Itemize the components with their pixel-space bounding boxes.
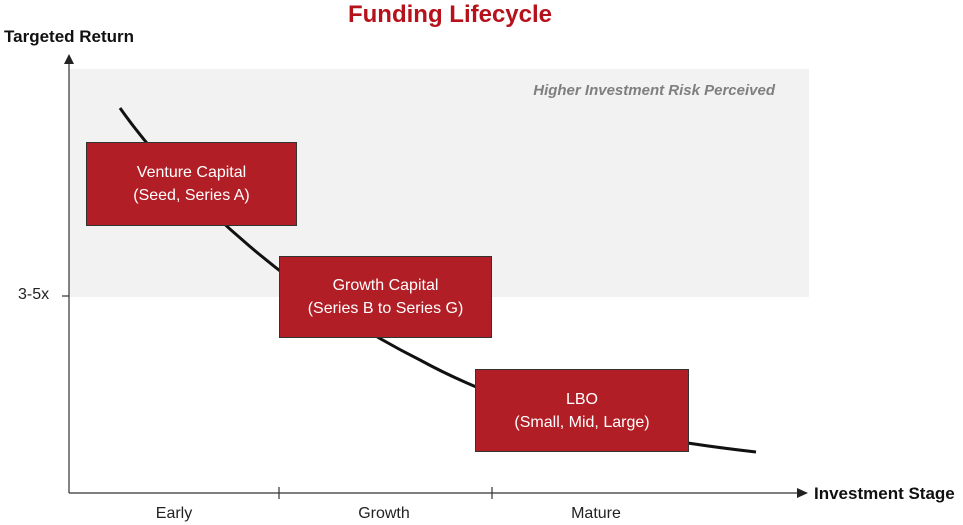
x-axis-title: Investment Stage bbox=[814, 484, 955, 503]
stage-label-growth: Growth bbox=[358, 505, 410, 522]
lbo-box: LBO (Small, Mid, Large) bbox=[475, 369, 689, 452]
diagram-title: Funding Lifecycle bbox=[347, 1, 553, 28]
risk-band-label: Higher Investment Risk Perceived bbox=[533, 82, 775, 99]
venture-capital-box: Venture Capital (Seed, Series A) bbox=[86, 142, 297, 226]
growth-capital-box: Growth Capital (Series B to Series G) bbox=[279, 256, 492, 338]
lbo-subtitle: (Small, Mid, Large) bbox=[514, 413, 650, 431]
stage-label-early: Early bbox=[155, 505, 193, 522]
venture-capital-title: Venture Capital bbox=[136, 164, 247, 181]
stage-label-mature: Mature bbox=[571, 505, 621, 522]
y-axis-arrow bbox=[64, 54, 74, 64]
growth-capital-subtitle: (Series B to Series G) bbox=[307, 300, 464, 317]
x-axis-arrow bbox=[797, 488, 808, 498]
y-tick-label: 3-5x bbox=[18, 286, 50, 303]
lbo-title: LBO bbox=[565, 390, 598, 408]
venture-capital-subtitle: (Seed, Series A) bbox=[133, 187, 250, 204]
y-axis-title: Targeted Return bbox=[4, 27, 135, 46]
growth-capital-title: Growth Capital bbox=[332, 277, 439, 294]
